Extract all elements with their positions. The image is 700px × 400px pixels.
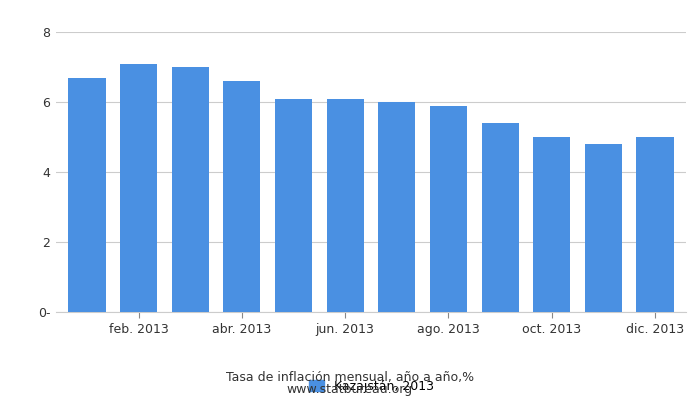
- Legend: Kazajstán, 2013: Kazajstán, 2013: [309, 380, 433, 393]
- Bar: [172, 67, 209, 312]
- Bar: [275, 98, 312, 312]
- Bar: [482, 123, 519, 312]
- Bar: [327, 98, 364, 312]
- Bar: [636, 137, 673, 312]
- Bar: [584, 144, 622, 312]
- Bar: [533, 137, 570, 312]
- Bar: [69, 78, 106, 312]
- Text: Tasa de inflación mensual, año a año,%: Tasa de inflación mensual, año a año,%: [226, 371, 474, 384]
- Bar: [223, 81, 260, 312]
- Bar: [430, 106, 467, 312]
- Bar: [120, 64, 158, 312]
- Text: www.statbureau.org: www.statbureau.org: [287, 383, 413, 396]
- Bar: [378, 102, 415, 312]
